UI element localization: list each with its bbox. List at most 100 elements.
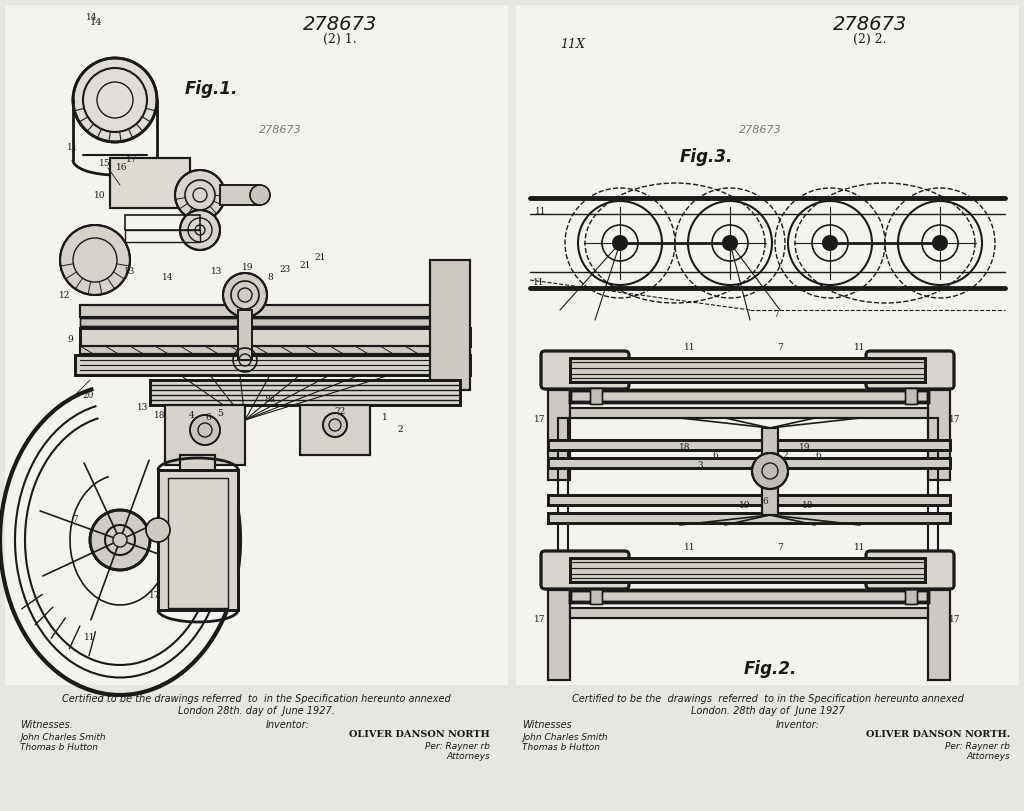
Bar xyxy=(570,558,925,582)
Text: 9: 9 xyxy=(68,336,73,345)
Text: 21: 21 xyxy=(314,254,326,263)
Text: 8: 8 xyxy=(267,273,272,282)
Bar xyxy=(548,590,570,680)
FancyBboxPatch shape xyxy=(541,551,629,589)
Bar xyxy=(110,158,190,208)
Text: Per: Rayner rb: Per: Rayner rb xyxy=(425,742,490,751)
Bar xyxy=(548,440,950,450)
Text: 11X: 11X xyxy=(560,38,585,51)
Bar xyxy=(158,470,238,610)
Text: 2: 2 xyxy=(782,450,787,460)
Bar xyxy=(220,185,260,205)
Bar xyxy=(548,390,570,480)
Circle shape xyxy=(933,236,947,250)
Bar xyxy=(548,440,950,450)
Text: 7: 7 xyxy=(773,310,778,319)
Text: 6: 6 xyxy=(205,413,211,422)
Bar xyxy=(125,230,200,242)
Bar xyxy=(548,390,570,480)
Text: Certified to be the drawings referred  to  in the Specification hereunto annexed: Certified to be the drawings referred to… xyxy=(61,694,451,715)
Bar xyxy=(928,590,950,680)
Text: (2) 1.: (2) 1. xyxy=(324,33,356,46)
Circle shape xyxy=(723,236,737,250)
Text: 10: 10 xyxy=(94,191,105,200)
Circle shape xyxy=(323,413,347,437)
Text: 5: 5 xyxy=(217,410,223,418)
Text: Thomas b Hutton: Thomas b Hutton xyxy=(522,743,600,752)
Text: John Charles Smith: John Charles Smith xyxy=(20,733,105,742)
Text: 17: 17 xyxy=(535,415,546,424)
Bar xyxy=(590,588,602,604)
Circle shape xyxy=(250,185,270,205)
Text: 278673: 278673 xyxy=(303,15,377,34)
Bar xyxy=(905,588,918,604)
Text: (2) 2.: (2) 2. xyxy=(853,33,887,46)
FancyBboxPatch shape xyxy=(866,551,954,589)
Text: OLIVER DANSON NORTH.: OLIVER DANSON NORTH. xyxy=(866,730,1010,739)
Circle shape xyxy=(73,58,157,142)
Circle shape xyxy=(180,210,220,250)
Bar xyxy=(5,5,508,685)
Bar xyxy=(590,388,602,404)
Circle shape xyxy=(752,453,788,489)
Text: 6: 6 xyxy=(712,450,718,460)
Bar xyxy=(570,558,925,582)
Bar xyxy=(150,380,460,405)
Bar xyxy=(570,590,928,602)
Text: 17: 17 xyxy=(150,590,161,599)
Bar xyxy=(80,318,450,326)
Text: 18: 18 xyxy=(155,410,166,419)
Bar xyxy=(158,470,238,610)
Bar xyxy=(548,458,950,468)
Text: 11: 11 xyxy=(535,207,547,216)
Bar xyxy=(928,390,950,480)
Text: Witnesses.: Witnesses. xyxy=(20,720,73,730)
Bar xyxy=(905,388,918,404)
Bar xyxy=(928,390,950,480)
Text: 14: 14 xyxy=(90,18,102,27)
Text: Fig.3.: Fig.3. xyxy=(680,148,733,166)
Bar xyxy=(570,358,925,382)
Bar xyxy=(548,513,950,523)
Text: 11: 11 xyxy=(68,144,79,152)
Text: 17: 17 xyxy=(949,415,961,424)
Text: 15: 15 xyxy=(99,158,111,168)
Text: Attorneys: Attorneys xyxy=(967,752,1010,761)
Text: Per: Rayner rb: Per: Rayner rb xyxy=(945,742,1010,751)
Bar xyxy=(110,158,190,208)
Bar xyxy=(590,588,602,604)
Text: 17: 17 xyxy=(126,156,138,165)
Bar xyxy=(300,405,370,455)
Bar xyxy=(300,405,370,455)
Bar xyxy=(168,478,228,608)
Bar xyxy=(220,185,260,205)
Bar xyxy=(180,455,215,555)
Bar xyxy=(570,390,928,402)
Text: 11: 11 xyxy=(854,543,865,552)
Text: Witnesses: Witnesses xyxy=(522,720,571,730)
Text: 6: 6 xyxy=(815,450,821,460)
Bar xyxy=(762,428,778,515)
Text: Inventor:: Inventor: xyxy=(266,720,310,730)
Bar xyxy=(570,608,928,618)
Circle shape xyxy=(90,510,150,570)
Bar xyxy=(570,358,925,382)
Circle shape xyxy=(175,170,225,220)
Bar xyxy=(590,388,602,404)
Circle shape xyxy=(190,415,220,445)
Text: 6: 6 xyxy=(762,497,768,507)
Text: Certified to be the  drawings  referred  to in the Specification hereunto annexe: Certified to be the drawings referred to… xyxy=(572,694,964,715)
Bar xyxy=(80,305,450,317)
Bar xyxy=(75,355,470,375)
Bar xyxy=(150,380,460,405)
Circle shape xyxy=(190,472,206,488)
FancyBboxPatch shape xyxy=(866,351,954,389)
Bar xyxy=(80,305,450,317)
Bar xyxy=(238,310,252,360)
Text: 17: 17 xyxy=(949,616,961,624)
Text: Fig.2.: Fig.2. xyxy=(743,660,797,678)
Text: 20: 20 xyxy=(82,391,93,400)
Bar xyxy=(80,346,470,354)
Text: 18: 18 xyxy=(679,444,691,453)
Bar xyxy=(80,328,470,346)
